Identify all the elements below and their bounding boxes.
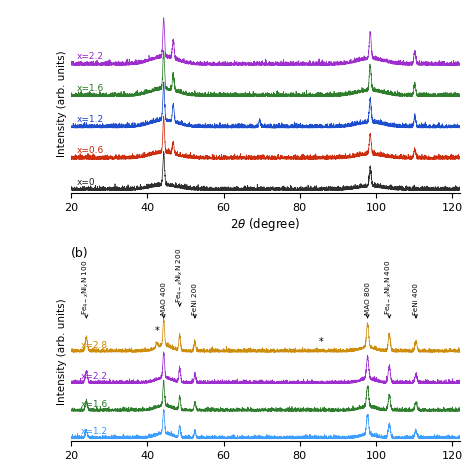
Text: x=2.2: x=2.2 xyxy=(81,373,108,382)
Text: Fe$_{4-x}$Ni$_x$N 200: Fe$_{4-x}$Ni$_x$N 200 xyxy=(174,248,185,306)
Text: x=1.2: x=1.2 xyxy=(81,428,108,437)
Text: x=1.6: x=1.6 xyxy=(77,84,104,93)
Y-axis label: Intensity (arb. units): Intensity (arb. units) xyxy=(57,298,67,404)
Text: FeNi 400: FeNi 400 xyxy=(413,283,419,318)
Text: x=2.2: x=2.2 xyxy=(77,53,104,62)
X-axis label: $2\theta$ (degree): $2\theta$ (degree) xyxy=(230,216,301,233)
Y-axis label: Intensity (arb. units): Intensity (arb. units) xyxy=(57,51,67,157)
Text: *: * xyxy=(155,327,159,337)
Text: x=1.2: x=1.2 xyxy=(77,115,104,124)
Text: Fe$_{4-x}$Ni$_x$N 400: Fe$_{4-x}$Ni$_x$N 400 xyxy=(384,260,394,318)
Text: x=1.6: x=1.6 xyxy=(81,400,108,409)
Text: x=0.6: x=0.6 xyxy=(77,146,104,155)
Text: Fe$_{4-x}$Ni$_x$N 100: Fe$_{4-x}$Ni$_x$N 100 xyxy=(81,260,91,318)
Text: x=0: x=0 xyxy=(77,178,95,187)
Text: x=2.8: x=2.8 xyxy=(81,341,108,350)
Text: MAO 400: MAO 400 xyxy=(161,282,167,318)
Text: MAO 800: MAO 800 xyxy=(365,282,371,318)
Text: (b): (b) xyxy=(71,247,89,260)
Text: *: * xyxy=(319,337,323,347)
Text: FeNi 200: FeNi 200 xyxy=(192,283,198,318)
